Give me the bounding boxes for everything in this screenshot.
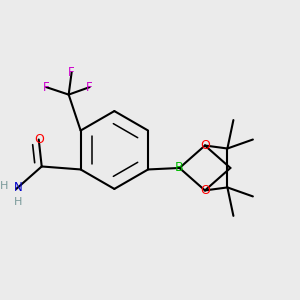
Text: O: O xyxy=(34,133,44,146)
Text: F: F xyxy=(68,66,75,79)
Text: F: F xyxy=(86,81,93,94)
Text: B: B xyxy=(175,161,184,175)
Text: H: H xyxy=(0,181,8,191)
Text: O: O xyxy=(200,139,210,152)
Text: H: H xyxy=(14,197,22,207)
Text: N: N xyxy=(14,181,22,194)
Text: O: O xyxy=(200,184,210,197)
Text: F: F xyxy=(43,81,50,94)
